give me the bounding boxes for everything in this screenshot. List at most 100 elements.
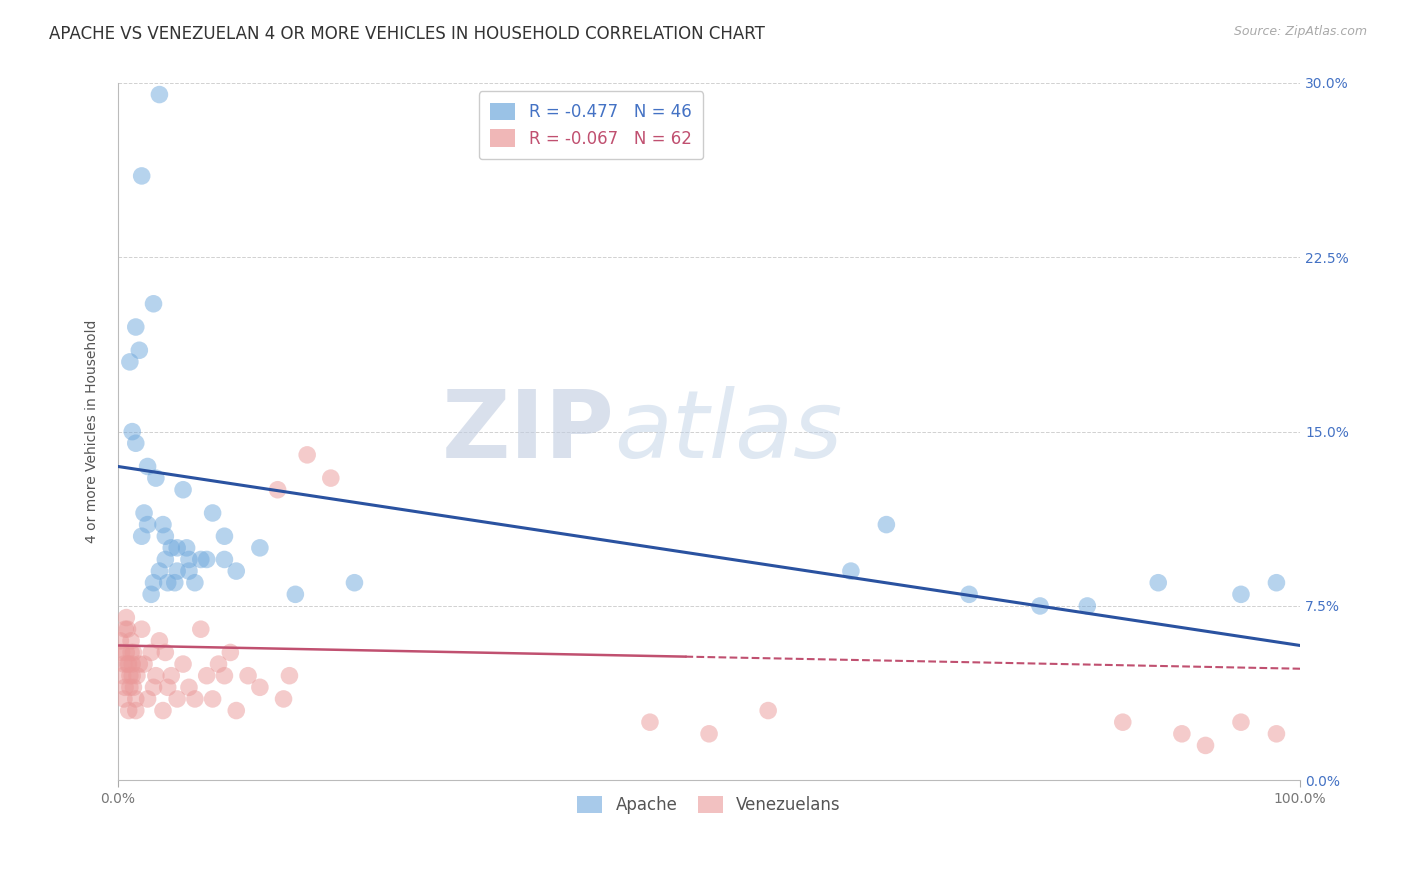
Point xyxy=(117,657,139,671)
Point xyxy=(118,657,141,671)
Point xyxy=(697,727,720,741)
Text: APACHE VS VENEZUELAN 4 OR MORE VEHICLES IN HOUSEHOLD CORRELATION CHART: APACHE VS VENEZUELAN 4 OR MORE VEHICLES … xyxy=(49,25,765,43)
Point xyxy=(839,564,862,578)
Point xyxy=(110,633,132,648)
Point xyxy=(142,297,165,311)
Point xyxy=(295,448,318,462)
Point xyxy=(131,529,153,543)
Point xyxy=(214,529,236,543)
Point xyxy=(156,681,179,695)
Point xyxy=(115,610,138,624)
Point xyxy=(155,529,177,543)
Point xyxy=(756,704,779,718)
Point xyxy=(118,704,141,718)
Point xyxy=(166,692,188,706)
Point xyxy=(120,633,142,648)
Point xyxy=(249,541,271,555)
Point xyxy=(131,622,153,636)
Point xyxy=(120,645,142,659)
Point xyxy=(225,704,247,718)
Point xyxy=(136,517,159,532)
Point xyxy=(284,587,307,601)
Point xyxy=(114,622,136,636)
Point xyxy=(160,541,183,555)
Point xyxy=(142,681,165,695)
Point xyxy=(110,645,132,659)
Point xyxy=(156,575,179,590)
Point xyxy=(190,622,212,636)
Point xyxy=(118,355,141,369)
Point xyxy=(278,669,301,683)
Point xyxy=(266,483,288,497)
Point xyxy=(273,692,295,706)
Point xyxy=(114,681,136,695)
Point xyxy=(1112,715,1135,730)
Point xyxy=(1147,575,1170,590)
Point xyxy=(131,169,153,183)
Point xyxy=(121,669,143,683)
Point xyxy=(249,681,271,695)
Point xyxy=(125,692,148,706)
Point xyxy=(1265,575,1288,590)
Point xyxy=(201,692,224,706)
Point xyxy=(166,541,188,555)
Point xyxy=(112,657,135,671)
Text: ZIP: ZIP xyxy=(441,385,614,477)
Text: atlas: atlas xyxy=(614,386,842,477)
Point xyxy=(195,669,218,683)
Point xyxy=(132,506,155,520)
Point xyxy=(214,552,236,566)
Point xyxy=(118,681,141,695)
Point xyxy=(1171,727,1194,741)
Point xyxy=(225,564,247,578)
Point xyxy=(145,669,167,683)
Point xyxy=(136,692,159,706)
Point xyxy=(122,645,145,659)
Point xyxy=(172,483,194,497)
Point xyxy=(957,587,980,601)
Point xyxy=(219,645,242,659)
Point xyxy=(152,517,174,532)
Point xyxy=(177,564,200,578)
Point xyxy=(142,575,165,590)
Point xyxy=(1265,727,1288,741)
Point xyxy=(195,552,218,566)
Point xyxy=(1029,599,1052,613)
Point xyxy=(155,645,177,659)
Point xyxy=(163,575,186,590)
Point xyxy=(132,657,155,671)
Point xyxy=(236,669,259,683)
Point xyxy=(145,471,167,485)
Legend: Apache, Venezuelans: Apache, Venezuelans xyxy=(568,786,851,824)
Point xyxy=(148,87,170,102)
Point xyxy=(1230,587,1253,601)
Point xyxy=(112,692,135,706)
Point xyxy=(128,657,150,671)
Point xyxy=(121,425,143,439)
Point xyxy=(148,633,170,648)
Point xyxy=(214,669,236,683)
Point xyxy=(117,622,139,636)
Point xyxy=(136,459,159,474)
Point xyxy=(125,704,148,718)
Point xyxy=(141,587,163,601)
Point xyxy=(343,575,366,590)
Point xyxy=(177,681,200,695)
Point xyxy=(638,715,661,730)
Point xyxy=(115,645,138,659)
Point xyxy=(148,564,170,578)
Y-axis label: 4 or more Vehicles in Household: 4 or more Vehicles in Household xyxy=(86,320,100,543)
Point xyxy=(125,669,148,683)
Point xyxy=(875,517,897,532)
Text: Source: ZipAtlas.com: Source: ZipAtlas.com xyxy=(1233,25,1367,38)
Point xyxy=(125,320,148,334)
Point xyxy=(319,471,342,485)
Point xyxy=(177,552,200,566)
Point xyxy=(152,704,174,718)
Point xyxy=(155,552,177,566)
Point xyxy=(207,657,229,671)
Point xyxy=(201,506,224,520)
Point xyxy=(125,436,148,450)
Point xyxy=(1230,715,1253,730)
Point xyxy=(1194,739,1216,753)
